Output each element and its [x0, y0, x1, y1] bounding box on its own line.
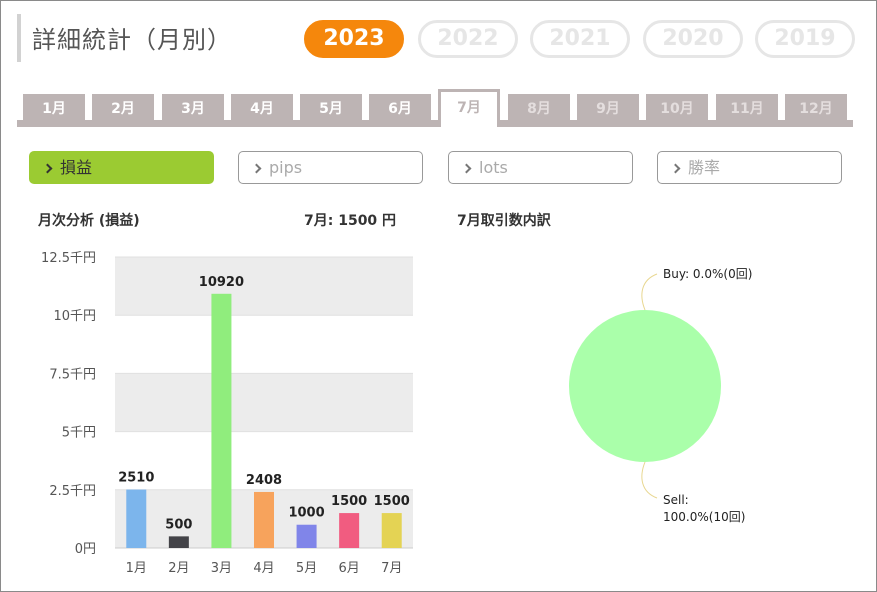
month-tab-8[interactable]: 8月: [508, 94, 570, 124]
y-tick-label: 0円: [75, 542, 96, 557]
title-accent-bar: [17, 14, 21, 62]
year-tab-2020[interactable]: 2020: [643, 20, 743, 58]
sell-label-connector: [641, 461, 658, 499]
x-tick-label: 5月: [296, 561, 317, 576]
x-tick-label: 3月: [211, 561, 232, 576]
chevron-right-icon: [670, 163, 681, 174]
bar-chart-title: 月次分析 (損益): [38, 213, 140, 229]
trade-breakdown-pie-chart: Buy: 0.0%(0回) Sell: 100.0%(10回): [569, 267, 752, 524]
bar-value-label: 10920: [199, 275, 244, 290]
page-title: 詳細統計（月別）: [32, 26, 232, 54]
year-tab-2023[interactable]: 2023: [304, 20, 404, 58]
monthly-profit-bar-chart: 0円 2.5千円 5千円 7.5千円 10千円 12.5千円 2510 1月 500 2月 1092…: [41, 251, 413, 576]
buy-label: Buy: 0.0%(0回): [663, 267, 752, 281]
bar: [296, 524, 317, 548]
bar-value-label: 1500: [331, 494, 367, 509]
plot-band: [115, 373, 413, 432]
month-tab-5[interactable]: 5月: [300, 94, 362, 124]
metric-button-pips[interactable]: pips: [238, 151, 423, 184]
month-tab-9[interactable]: 9月: [577, 94, 639, 124]
metric-label: pips: [269, 158, 303, 177]
bar: [168, 536, 189, 548]
metric-button-lots[interactable]: lots: [448, 151, 633, 184]
x-tick-label: 1月: [126, 561, 147, 576]
bar-value-label: 2510: [118, 471, 154, 486]
metric-button-winrate[interactable]: 勝率: [657, 151, 842, 184]
plot-band: [115, 431, 413, 490]
month-tab-11[interactable]: 11月: [716, 94, 778, 124]
month-tab-6[interactable]: 6月: [369, 94, 431, 124]
sell-label-value: 100.0%(10回): [663, 510, 745, 524]
month-tab-4[interactable]: 4月: [231, 94, 293, 124]
month-tab-10[interactable]: 10月: [646, 94, 708, 124]
x-tick-label: 2月: [168, 561, 189, 576]
month-tab-2[interactable]: 2月: [92, 94, 154, 124]
metric-label: 勝率: [688, 158, 721, 177]
chevron-right-icon: [461, 163, 472, 174]
year-tab-2019[interactable]: 2019: [755, 20, 855, 58]
bar: [381, 513, 402, 548]
bar-value-label: 1000: [288, 506, 324, 521]
month-tab-rail: [17, 120, 853, 127]
year-tab-2022[interactable]: 2022: [418, 20, 518, 58]
month-tab-7[interactable]: 7月: [438, 89, 500, 127]
y-tick-label: 5千円: [62, 426, 96, 441]
bar: [211, 293, 232, 548]
bar: [339, 513, 360, 548]
bar-value-label: 500: [165, 517, 192, 532]
plot-band: [115, 257, 413, 316]
y-tick-label: 7.5千円: [49, 367, 96, 382]
chevron-right-icon: [42, 163, 53, 174]
metric-label: 損益: [60, 158, 93, 177]
bar-value-label: 1500: [374, 494, 410, 509]
bar: [126, 489, 147, 548]
sell-label: Sell:: [663, 493, 689, 507]
month-tab-1[interactable]: 1月: [23, 94, 85, 124]
x-tick-label: 7月: [381, 561, 402, 576]
month-tab-12[interactable]: 12月: [785, 94, 847, 124]
year-tab-2021[interactable]: 2021: [530, 20, 630, 58]
bar-value-label: 2408: [246, 473, 282, 488]
plot-band: [115, 315, 413, 374]
y-tick-label: 10千円: [53, 309, 96, 324]
pie-slice: [569, 310, 721, 462]
bar: [254, 491, 274, 548]
buy-label-connector: [641, 273, 658, 311]
metric-label: lots: [479, 158, 508, 177]
bar-chart-summary: 7月: 1500 円: [304, 213, 397, 229]
chevron-right-icon: [251, 163, 262, 174]
metric-button-profit[interactable]: 損益: [29, 151, 214, 184]
pie-chart-title: 7月取引数内訳: [457, 213, 551, 229]
y-tick-label: 2.5千円: [49, 484, 96, 499]
x-tick-label: 4月: [253, 561, 274, 576]
month-tab-3[interactable]: 3月: [162, 94, 224, 124]
y-tick-label: 12.5千円: [41, 251, 96, 266]
x-tick-label: 6月: [339, 561, 360, 576]
